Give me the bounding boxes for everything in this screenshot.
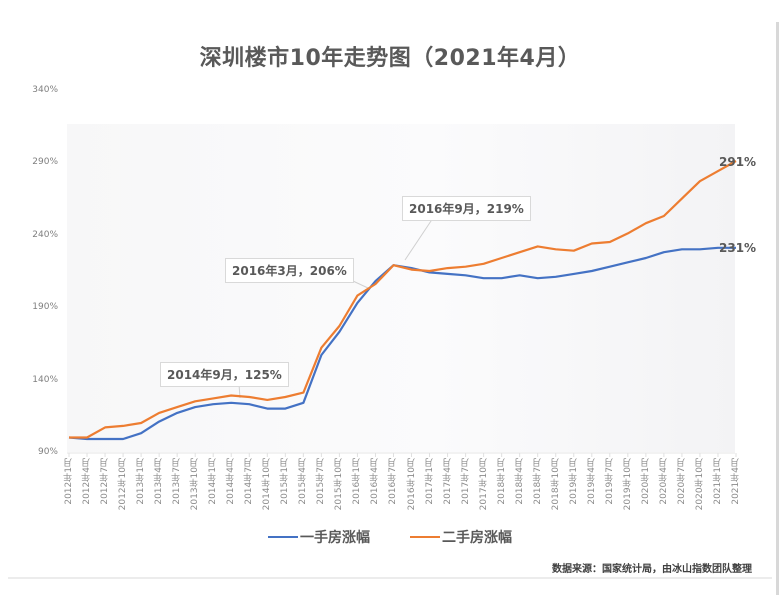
legend-label-first-hand: 一手房涨幅 xyxy=(300,530,370,546)
y-tick-label: 240% xyxy=(32,229,58,240)
end-label-second-hand: 291% xyxy=(719,155,757,169)
legend: 一手房涨幅 二手房涨幅 xyxy=(0,527,780,547)
y-tick-label: 90% xyxy=(37,447,58,457)
right-border xyxy=(776,22,779,595)
chart-title: 深圳楼市10年走势图（2021年4月） xyxy=(199,46,581,71)
legend-label-second-hand: 二手房涨幅 xyxy=(442,530,512,546)
bottom-divider xyxy=(8,577,772,579)
y-tick-label: 290% xyxy=(32,157,58,168)
legend-item-first-hand[interactable]: 一手房涨幅 xyxy=(268,527,370,547)
annotation-2014-sep: 2014年9月，125% xyxy=(160,362,289,387)
annotation-2016-sep: 2016年9月，219% xyxy=(402,196,531,221)
annotation-2016-mar: 2016年3月，206% xyxy=(225,258,354,283)
series-line-second-hand xyxy=(69,160,737,439)
legend-swatch-blue-icon xyxy=(268,536,298,538)
plot-area xyxy=(67,124,735,452)
y-tick-label: 140% xyxy=(32,374,58,385)
y-tick-label: 190% xyxy=(32,302,58,313)
end-label-first-hand: 231% xyxy=(719,241,757,255)
legend-item-second-hand[interactable]: 二手房涨幅 xyxy=(410,527,512,547)
y-tick-label: 340% xyxy=(32,85,58,95)
legend-swatch-orange-icon xyxy=(410,536,440,538)
data-source-note: 数据来源：国家统计局，由冰山指数团队整理 xyxy=(552,564,752,575)
